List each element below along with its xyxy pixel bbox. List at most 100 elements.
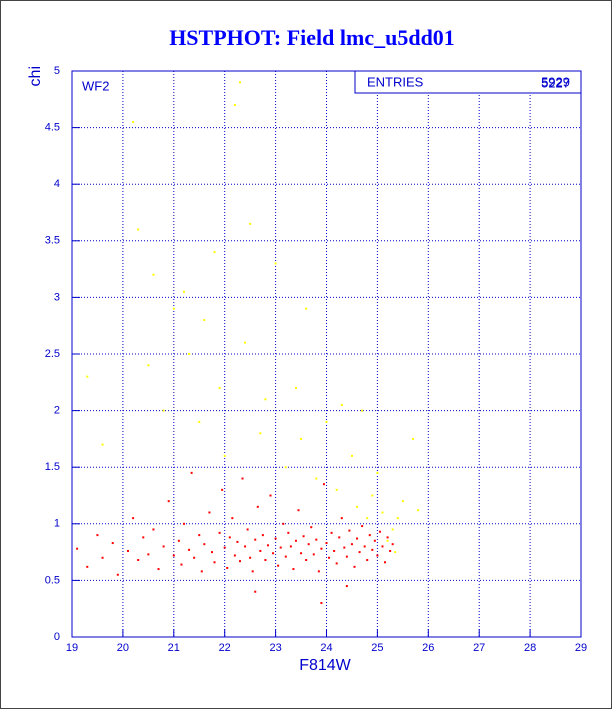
point — [272, 552, 275, 555]
point — [292, 568, 295, 571]
point — [246, 528, 249, 531]
point — [238, 81, 241, 84]
point — [294, 539, 297, 542]
point — [152, 528, 155, 531]
point — [76, 547, 79, 550]
point — [200, 570, 203, 573]
point — [366, 517, 369, 520]
y-tick-label: 3 — [54, 291, 60, 303]
point — [261, 534, 264, 537]
y-tick-label: 0 — [54, 631, 60, 643]
point — [228, 536, 231, 539]
point — [147, 553, 150, 556]
y-axis-label: chi — [27, 66, 44, 86]
point — [190, 471, 193, 474]
point — [142, 536, 145, 539]
point — [412, 437, 415, 440]
point — [330, 531, 333, 534]
x-tick-label: 20 — [117, 642, 129, 654]
plot-frame — [71, 70, 582, 638]
point — [378, 530, 381, 533]
point — [137, 228, 140, 231]
point — [353, 565, 356, 568]
y-tick-label: 1.5 — [45, 461, 60, 473]
x-tick-label: 22 — [219, 642, 231, 654]
point — [310, 526, 313, 529]
point — [157, 568, 160, 571]
point — [338, 536, 341, 539]
point — [241, 477, 244, 480]
point — [182, 290, 185, 293]
point — [177, 539, 180, 542]
point — [315, 538, 318, 541]
point — [111, 542, 114, 545]
plot-area: 19 20 21 22 23 24 25 26 27 28 29 0 0.5 1 1.5 2 2.5 3 3.5 4 4… — [45, 65, 587, 654]
point — [394, 551, 397, 554]
point — [335, 562, 338, 565]
point — [371, 548, 374, 551]
point — [231, 517, 234, 520]
point — [287, 531, 290, 534]
point — [307, 543, 310, 546]
point — [284, 555, 287, 558]
point — [218, 386, 221, 389]
point — [152, 273, 155, 276]
point — [274, 262, 277, 265]
y-tick-label: 4.5 — [45, 122, 60, 134]
point — [101, 443, 104, 446]
point — [348, 529, 351, 532]
point — [386, 536, 389, 539]
point — [259, 549, 262, 552]
y-tick-label: 0.5 — [45, 574, 60, 586]
point — [101, 556, 104, 559]
x-tick-label: 23 — [269, 642, 281, 654]
point — [345, 585, 348, 588]
point — [188, 548, 191, 551]
point — [213, 561, 216, 564]
y-tick-label: 4 — [54, 178, 60, 190]
point — [96, 534, 99, 537]
stats-value: 5929 — [541, 74, 570, 89]
x-tick-label: 28 — [524, 642, 536, 654]
point — [221, 488, 224, 491]
point — [322, 483, 325, 486]
point — [345, 555, 348, 558]
point — [264, 559, 267, 562]
point — [363, 545, 366, 548]
point — [172, 554, 175, 557]
point — [208, 511, 211, 514]
point — [300, 552, 303, 555]
point — [249, 556, 252, 559]
point — [244, 341, 247, 344]
point — [335, 488, 338, 491]
point — [137, 559, 140, 562]
point — [312, 553, 315, 556]
point — [350, 543, 353, 546]
point — [269, 494, 272, 497]
point — [254, 538, 257, 541]
point — [396, 517, 399, 520]
point — [132, 120, 135, 123]
point — [226, 566, 229, 569]
point — [182, 522, 185, 525]
point — [373, 539, 376, 542]
point — [376, 471, 379, 474]
point — [188, 353, 191, 355]
point — [193, 556, 196, 559]
point — [317, 570, 320, 573]
point — [376, 554, 379, 557]
point — [244, 545, 247, 548]
point — [358, 551, 361, 554]
point — [361, 525, 364, 528]
point — [366, 559, 369, 562]
point — [256, 505, 259, 508]
point — [180, 563, 183, 566]
point — [325, 542, 328, 545]
x-tick-label: 29 — [575, 642, 587, 654]
point — [132, 517, 135, 520]
point — [417, 509, 420, 512]
point — [333, 549, 336, 552]
point — [172, 307, 175, 310]
point — [356, 505, 359, 508]
point — [167, 500, 170, 503]
